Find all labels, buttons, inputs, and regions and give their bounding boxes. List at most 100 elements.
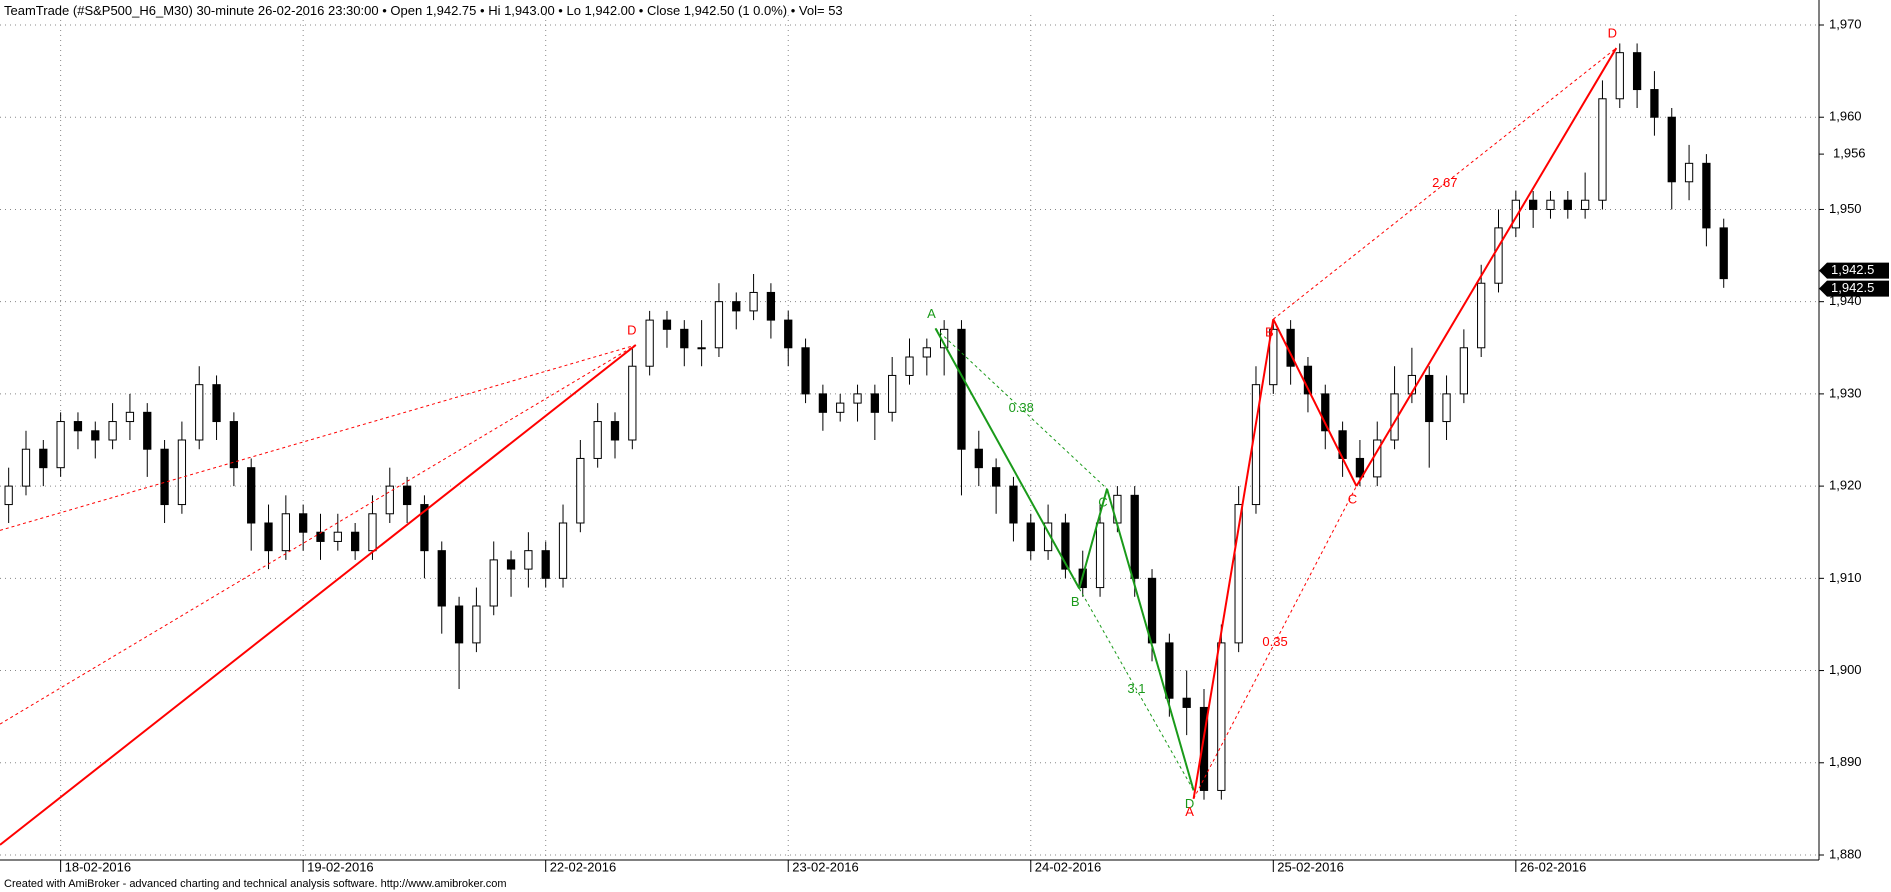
candle-body: [420, 504, 429, 552]
candle-body: [506, 559, 516, 570]
candle-body: [91, 430, 100, 441]
header-field: Vol= 53: [799, 3, 843, 18]
price-marker-box: [1819, 262, 1889, 279]
candle-body: [1719, 227, 1728, 280]
candle-body: [628, 365, 637, 441]
header-field: TeamTrade (#S&P500_H6_M30) 30-minute 26-…: [4, 3, 379, 18]
candle-body: [957, 328, 966, 450]
candle-body: [541, 550, 550, 579]
candle-body: [1529, 199, 1538, 210]
pattern-line: [1078, 588, 1195, 791]
candle-body: [1095, 522, 1105, 589]
y-tick-label: 1,970: [1829, 16, 1862, 31]
candle-body: [160, 448, 169, 506]
y-tick-label: 1,900: [1829, 662, 1862, 677]
x-tick-label: 26-02-2016: [1520, 859, 1587, 874]
candle-body: [1425, 374, 1434, 423]
candle-body: [905, 356, 914, 376]
candle-body: [1494, 227, 1503, 284]
candle-body: [558, 522, 568, 579]
candle-body: [1061, 522, 1070, 570]
candle-body: [316, 531, 325, 542]
candle-body: [1442, 393, 1451, 423]
candle-body: [195, 384, 204, 441]
candle-body: [1459, 347, 1468, 395]
candle-body: [437, 550, 446, 607]
x-tick-label: 22-02-2016: [550, 859, 617, 874]
pattern-ratio: 3.1: [1127, 681, 1145, 696]
price-marker-label: 1,942.5: [1831, 280, 1874, 295]
candle-body: [1563, 199, 1572, 210]
pattern-line: [1193, 485, 1357, 799]
candle-body: [264, 522, 273, 552]
candle-body: [1650, 89, 1659, 118]
candle-body: [1269, 328, 1278, 386]
footer: Created with AmiBroker - advanced charti…: [4, 878, 507, 890]
candle-body: [1632, 52, 1642, 91]
pattern-line: [1078, 488, 1108, 589]
candle-body: [818, 393, 828, 413]
candle-body: [1511, 199, 1520, 229]
y-tick-label: 1,880: [1829, 846, 1862, 861]
candle-body: [21, 448, 31, 487]
y-tick-label: 1,950: [1829, 201, 1862, 216]
pattern-line: [1272, 47, 1617, 320]
candle-body: [1165, 642, 1174, 699]
candle-body: [385, 485, 394, 515]
candle-body: [281, 513, 290, 552]
candle-body: [524, 550, 533, 570]
header-field: Lo 1,942.00: [566, 3, 635, 18]
candle-body: [836, 402, 845, 413]
candle-body: [610, 421, 620, 441]
candle-body: [853, 393, 862, 404]
pattern-point-label: D: [627, 322, 636, 337]
candle-body: [1598, 98, 1607, 201]
pattern-point-label: C: [1348, 492, 1357, 507]
candle-body: [402, 485, 412, 506]
candle-body: [56, 421, 65, 469]
pattern-line: [1355, 47, 1618, 487]
candle-body: [749, 291, 758, 312]
y-tick-label: 1,930: [1829, 385, 1862, 400]
price-marker-label: 1,942.5: [1831, 262, 1874, 277]
header-field: Close 1,942.50 (1 0.0%): [647, 3, 787, 18]
candle-body: [888, 374, 897, 413]
candle-body: [212, 384, 221, 423]
pattern-ratio: 0.35: [1262, 634, 1287, 649]
candle-body: [593, 421, 602, 459]
candle-body: [922, 347, 931, 358]
price-marker-label: 1,956: [1833, 146, 1866, 161]
header: TeamTrade (#S&P500_H6_M30) 30-minute 26-…: [4, 3, 843, 18]
x-tick-label: 18-02-2016: [65, 859, 132, 874]
candle-body: [1355, 457, 1365, 478]
y-tick-label: 1,940: [1829, 293, 1862, 308]
candle-body: [472, 605, 481, 644]
candle-body: [1009, 485, 1018, 524]
candle-body: [974, 448, 983, 469]
candle-body: [1615, 52, 1624, 100]
candle-body: [4, 485, 13, 506]
candle-body: [1234, 504, 1243, 644]
price-marker-box: [1819, 280, 1889, 297]
candle-body: [714, 301, 724, 349]
y-tick-label: 1,890: [1829, 754, 1862, 769]
candle-body: [697, 347, 706, 350]
candle-body: [576, 457, 585, 524]
candle-body: [299, 513, 308, 533]
pattern-line: [1272, 318, 1358, 487]
candle-body: [1130, 494, 1139, 579]
candle-body: [229, 421, 239, 469]
candle-body: [454, 605, 464, 644]
y-tick-label: 1,960: [1829, 109, 1862, 124]
candle-body: [1321, 393, 1330, 432]
candle-body: [1217, 642, 1226, 791]
candle-body: [177, 439, 187, 506]
candle-body: [801, 347, 810, 395]
candle-body: [1702, 162, 1711, 229]
candle-body: [766, 291, 776, 321]
candle-body: [1182, 697, 1191, 708]
pattern-line: [934, 327, 1081, 589]
pattern-point-label: A: [1185, 804, 1194, 819]
x-tick-label: 19-02-2016: [307, 859, 374, 874]
